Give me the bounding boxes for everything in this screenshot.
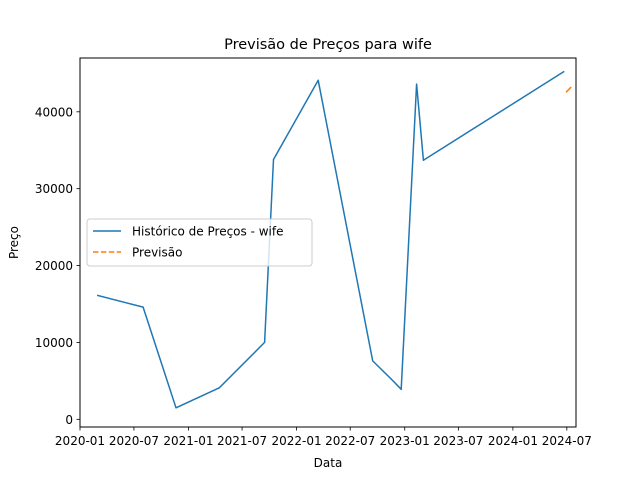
x-tick-label: 2021-07 xyxy=(217,434,267,448)
legend-label-previsao: Previsão xyxy=(132,246,182,260)
data-point-historico-0 xyxy=(97,294,99,297)
plot-lines xyxy=(96,70,573,409)
legend-label-historico: Histórico de Preços - wife xyxy=(132,225,283,239)
x-axis-label: Data xyxy=(314,456,343,470)
data-point-historico-2 xyxy=(175,407,177,409)
plot-frame xyxy=(79,57,577,428)
y-axis-label: Preço xyxy=(7,226,21,259)
data-point-historico-1 xyxy=(142,306,144,308)
data-point-historico-4 xyxy=(264,341,266,343)
data-point-previsao-0 xyxy=(565,91,568,93)
y-tick-label: 0 xyxy=(65,413,73,427)
data-point-historico-10 xyxy=(416,83,418,85)
x-axis: 2020-01 2020-07 2021-01 2021-07 2022-01 2022-… xyxy=(55,427,592,448)
x-tick-label: 2020-01 xyxy=(55,434,105,448)
y-tick-label: 20000 xyxy=(35,259,73,273)
data-point-historico-3 xyxy=(218,387,220,389)
y-axis: 0 10000 20000 30000 40000 xyxy=(35,105,80,427)
chart-title: Previsão de Preços para wife xyxy=(224,37,432,53)
x-tick-label: 2022-01 xyxy=(272,434,322,448)
data-point-historico-6 xyxy=(317,79,319,81)
data-point-previsao-1 xyxy=(570,86,572,88)
data-point-historico-5 xyxy=(272,158,275,161)
data-point-historico-9 xyxy=(400,388,402,390)
series-line-previsao xyxy=(565,86,573,93)
legend-box xyxy=(86,218,313,267)
x-tick-label: 2024-01 xyxy=(488,434,538,448)
data-point-historico-7 xyxy=(372,360,374,362)
x-tick-label: 2022-07 xyxy=(325,434,375,448)
x-tick-label: 2021-01 xyxy=(163,434,213,448)
data-point-historico-12 xyxy=(563,71,565,73)
y-tick-label: 30000 xyxy=(35,182,73,196)
x-tick-label: 2023-01 xyxy=(380,434,430,448)
x-tick-label: 2023-07 xyxy=(433,434,483,448)
legend: Histórico de Preços - wife Previsão xyxy=(86,218,313,267)
data-point-historico-8 xyxy=(390,378,392,380)
x-tick-label: 2020-07 xyxy=(109,434,159,448)
y-tick-label: 10000 xyxy=(35,336,73,350)
x-tick-label: 2024-07 xyxy=(542,434,592,448)
data-point-historico-11 xyxy=(422,159,424,161)
y-tick-label: 40000 xyxy=(35,105,73,119)
